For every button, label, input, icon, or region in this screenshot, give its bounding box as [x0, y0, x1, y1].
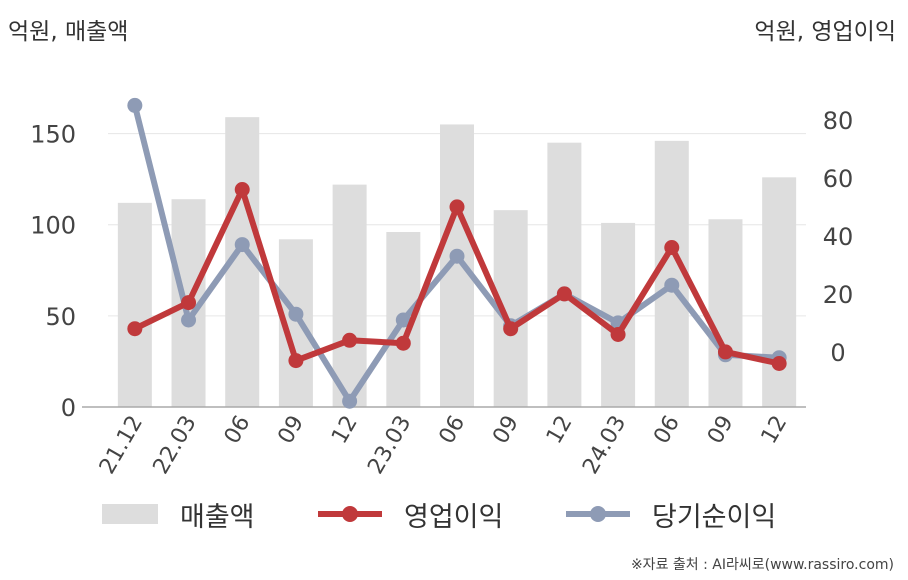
net-income-point — [395, 312, 411, 328]
net-income-point — [664, 277, 680, 293]
operating-profit-point — [503, 321, 519, 337]
operating-profit-point — [234, 182, 250, 197]
legend-item-revenue: 매출액 — [102, 492, 255, 536]
operating-profit-point — [556, 286, 572, 302]
left-tick-label: 50 — [45, 303, 76, 331]
net-income-point — [288, 306, 304, 322]
x-tick-label: 09 — [703, 412, 739, 449]
operating-profit-point — [664, 240, 680, 255]
right-tick-label: 80 — [823, 107, 854, 135]
legend-label-revenue: 매출액 — [180, 501, 255, 533]
x-tick-label: 06 — [220, 412, 256, 449]
left-tick-label: 150 — [30, 121, 76, 149]
left-tick-label: 0 — [61, 394, 76, 422]
x-tick-label: 22.03 — [149, 412, 202, 479]
revenue-bar — [762, 177, 797, 407]
x-tick-label: 12 — [757, 412, 793, 449]
net-income-point — [342, 393, 358, 409]
right-tick-label: 0 — [830, 339, 845, 367]
net-income-point — [234, 237, 250, 253]
operating-profit-point — [610, 327, 626, 342]
legend-item-net-income: 당기순이익 — [566, 492, 776, 536]
x-tick-label: 23.03 — [363, 412, 416, 479]
net-income-point — [181, 312, 197, 328]
operating-profit-point — [449, 199, 465, 215]
legend-swatch-revenue — [102, 504, 158, 524]
x-tick-label: 24.03 — [578, 412, 631, 479]
x-tick-label: 06 — [649, 412, 685, 449]
profit-lines — [127, 97, 787, 409]
legend: 매출액 영업이익 당기순이익 — [0, 492, 908, 536]
legend-swatch-operating-profit — [318, 506, 382, 522]
legend-label-operating-profit: 영업이익 — [404, 501, 504, 533]
x-tick-label: 12 — [542, 412, 578, 449]
x-tick-label: 21.12 — [95, 412, 148, 479]
operating-profit-point — [181, 295, 197, 311]
x-tick-label: 06 — [435, 412, 471, 449]
operating-profit-point — [342, 332, 358, 348]
operating-profit-point — [288, 353, 304, 369]
net-income-point — [449, 248, 465, 264]
left-axis-unit: 억원, 매출액 — [8, 19, 129, 45]
revenue-bar — [547, 142, 582, 407]
revenue-bar — [117, 202, 152, 407]
legend-label-net-income: 당기순이익 — [652, 501, 777, 533]
legend-item-operating-profit: 영업이익 — [318, 492, 503, 536]
revenue-bar — [332, 184, 367, 407]
left-tick-label: 100 — [30, 212, 76, 240]
operating-profit-point — [771, 356, 787, 371]
source-note: ※자료 출처 : AI라씨로(www.rassiro.com) — [630, 557, 894, 573]
net-income-point — [127, 97, 143, 113]
right-tick-label: 20 — [823, 281, 854, 309]
operating-profit-point — [127, 321, 143, 337]
right-tick-label: 60 — [823, 165, 854, 193]
right-axis-unit: 억원, 영업이익 — [754, 19, 896, 45]
x-tick-label: 09 — [488, 412, 524, 449]
operating-profit-point — [395, 335, 411, 351]
operating-profit-point — [717, 344, 733, 360]
legend-swatch-net-income — [566, 506, 630, 522]
revenue-bar — [708, 219, 743, 407]
right-tick-label: 40 — [823, 223, 854, 251]
x-tick-label: 12 — [327, 412, 363, 449]
x-tick-label: 09 — [273, 412, 309, 449]
